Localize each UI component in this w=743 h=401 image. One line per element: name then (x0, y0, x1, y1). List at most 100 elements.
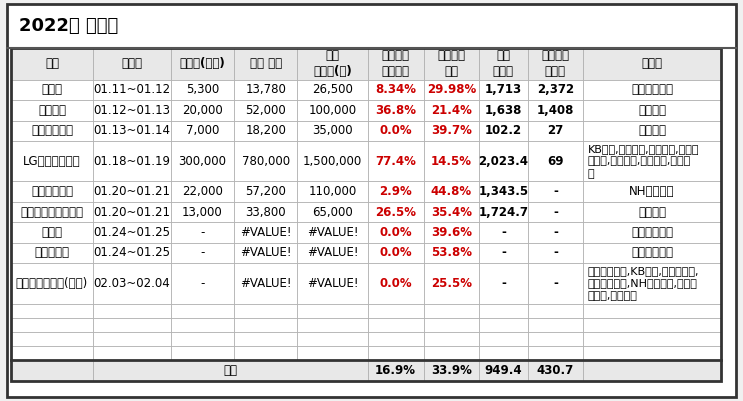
Text: 01.20~01.21: 01.20~01.21 (94, 185, 170, 198)
Bar (234, 346, 297, 360)
Bar (234, 304, 297, 318)
Bar (528, 222, 583, 243)
Bar (583, 222, 721, 243)
Text: #VALUE!: #VALUE! (307, 277, 358, 290)
Bar (297, 243, 368, 263)
Bar (11, 121, 93, 141)
Bar (171, 121, 234, 141)
Text: 77.4%: 77.4% (375, 155, 416, 168)
Bar (528, 182, 583, 202)
Bar (171, 80, 234, 100)
Bar (171, 332, 234, 346)
Bar (479, 318, 528, 332)
Bar (171, 222, 234, 243)
Text: 16.9%: 16.9% (375, 364, 416, 377)
Text: 13,000: 13,000 (182, 206, 223, 219)
Bar (424, 48, 479, 80)
Bar (583, 100, 721, 121)
Text: 1,408: 1,408 (536, 104, 574, 117)
Text: 52,000: 52,000 (245, 104, 286, 117)
Bar (424, 304, 479, 318)
Bar (93, 360, 368, 381)
Text: 1,343.5: 1,343.5 (478, 185, 528, 198)
Bar (424, 332, 479, 346)
Text: -: - (201, 226, 204, 239)
Text: 스코넥엔터테인먼트: 스코넥엔터테인먼트 (21, 206, 83, 219)
Text: 2.9%: 2.9% (379, 185, 412, 198)
Bar (93, 202, 171, 222)
Bar (479, 121, 528, 141)
Bar (424, 80, 479, 100)
Text: 01.11~01.12: 01.11~01.12 (94, 83, 170, 97)
Text: 33,800: 33,800 (245, 206, 286, 219)
Bar (583, 318, 721, 332)
Bar (171, 263, 234, 304)
Text: 02.03~02.04: 02.03~02.04 (94, 277, 170, 290)
Text: 33.9%: 33.9% (431, 364, 472, 377)
Text: 39.6%: 39.6% (431, 226, 472, 239)
Text: 110,000: 110,000 (308, 185, 357, 198)
Bar (171, 100, 234, 121)
Text: 의무보유
확약비율: 의무보유 확약비율 (382, 49, 409, 79)
Text: -: - (553, 277, 558, 290)
Text: 미래에셋증권,KB증권,현대차증권,
한국투자증권,NH투자증권,하나금
융투자,삼성증권: 미래에셋증권,KB증권,현대차증권, 한국투자증권,NH투자증권,하나금 융투자… (588, 266, 699, 301)
Bar (368, 182, 424, 202)
Text: 53.8%: 53.8% (431, 246, 472, 259)
Bar (11, 304, 93, 318)
Bar (171, 202, 234, 222)
Text: 27: 27 (548, 124, 563, 137)
Text: 69: 69 (547, 155, 564, 168)
Bar (93, 100, 171, 121)
Bar (583, 243, 721, 263)
Text: -: - (553, 246, 558, 259)
Bar (368, 48, 424, 80)
Text: 2022년 공모주: 2022년 공모주 (19, 17, 118, 35)
Bar (93, 332, 171, 346)
Text: 0.0%: 0.0% (380, 226, 412, 239)
Text: 1,724.7: 1,724.7 (478, 206, 528, 219)
Bar (528, 360, 583, 381)
Text: 주간사: 주간사 (641, 57, 663, 71)
Bar (93, 243, 171, 263)
Text: 949.4: 949.4 (484, 364, 522, 377)
Text: 이지트로닉스: 이지트로닉스 (31, 185, 73, 198)
Bar (297, 121, 368, 141)
Bar (479, 360, 528, 381)
Text: 평균: 평균 (224, 364, 237, 377)
Bar (424, 202, 479, 222)
Text: 최소
증거금(원): 최소 증거금(원) (313, 49, 352, 79)
Bar (93, 141, 171, 182)
Text: 01.12~01.13: 01.12~01.13 (94, 104, 170, 117)
Bar (528, 80, 583, 100)
Text: 780,000: 780,000 (241, 155, 290, 168)
Bar (528, 243, 583, 263)
Bar (297, 222, 368, 243)
Bar (234, 222, 297, 243)
Bar (171, 48, 234, 80)
Text: 0.0%: 0.0% (380, 246, 412, 259)
Text: 8.34%: 8.34% (375, 83, 416, 97)
Bar (368, 100, 424, 121)
Bar (583, 360, 721, 381)
Bar (528, 202, 583, 222)
Bar (583, 121, 721, 141)
Bar (297, 318, 368, 332)
Bar (583, 202, 721, 222)
Text: 01.24~01.25: 01.24~01.25 (94, 226, 170, 239)
Bar (424, 100, 479, 121)
Text: 1,713: 1,713 (485, 83, 522, 97)
Bar (479, 243, 528, 263)
Text: 2,023.4: 2,023.4 (478, 155, 528, 168)
Bar (368, 243, 424, 263)
Bar (583, 80, 721, 100)
Bar (297, 80, 368, 100)
Bar (368, 141, 424, 182)
Text: 신영증권: 신영증권 (638, 104, 666, 117)
Text: 한국투자증권: 한국투자증권 (631, 226, 673, 239)
Bar (93, 346, 171, 360)
Bar (424, 182, 479, 202)
Text: 나래나노텍: 나래나노텍 (34, 246, 70, 259)
Bar (528, 346, 583, 360)
Bar (297, 346, 368, 360)
Bar (424, 263, 479, 304)
